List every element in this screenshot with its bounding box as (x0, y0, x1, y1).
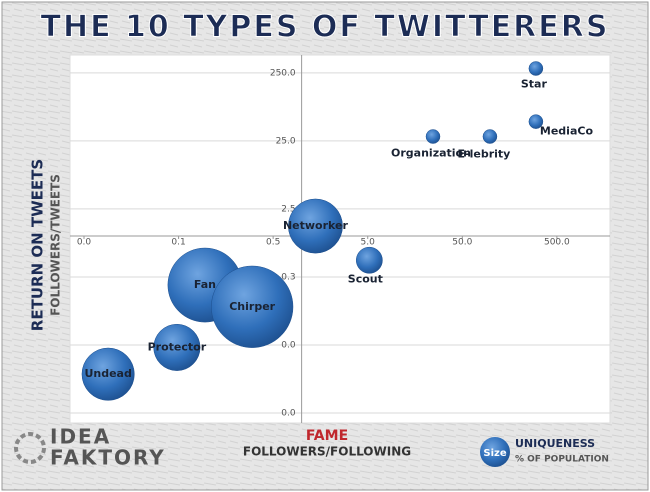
x-tick-label: 5.0 (361, 238, 376, 248)
bubble (355, 246, 383, 274)
bubble (153, 323, 201, 371)
bubble (528, 61, 544, 76)
x-axis-title: FAME (306, 428, 348, 444)
bubble (288, 198, 343, 254)
bubble-label: Organization (391, 147, 471, 160)
bubble-label: E-lebrity (458, 148, 511, 161)
legend-symbol (480, 437, 510, 467)
logo-text: IDEA (50, 425, 111, 449)
bubble (528, 114, 544, 129)
legend-subtitle: % OF POPULATION (515, 455, 609, 465)
x-tick-label: 50.0 (452, 238, 472, 248)
x-tick-label: 0.1 (171, 238, 185, 248)
plot-area (69, 54, 611, 424)
bubble-label: Chirper (229, 300, 275, 313)
logo-gear (14, 432, 46, 464)
bubble-label: MediaCo (540, 125, 594, 138)
legend-title: UNIQUENESS (515, 437, 595, 450)
y-tick-label: 0.3 (281, 272, 295, 282)
x-axis-subtitle: FOLLOWERS/FOLLOWING (243, 445, 411, 459)
y-axis-title: RETURN ON TWEETS (29, 159, 47, 331)
bubble-label: Star (521, 78, 548, 91)
legend-symbol-label: Size (483, 448, 506, 459)
y-axis-subtitle: FOLLOWERS/TWEETS (49, 174, 63, 316)
y-tick-label: 250.0 (270, 68, 296, 78)
bubble-label: Fan (194, 278, 216, 291)
y-tick-label: 25.0 (276, 136, 296, 146)
bubble (482, 129, 498, 144)
x-tick-label: 0.5 (266, 238, 280, 248)
bubble-label: Scout (348, 272, 383, 285)
bubble-label: Networker (283, 219, 349, 232)
bubble (425, 129, 441, 144)
x-tick-label: 0.0 (77, 238, 92, 248)
y-tick-label: 2.5 (281, 204, 295, 214)
y-tick-label: 0.0 (281, 340, 296, 350)
bubble-label: Undead (84, 367, 131, 380)
bubble (211, 265, 294, 348)
logo-text: FAKTORY (50, 446, 166, 470)
chart-title: THE 10 TYPES OF TWITTERERS (41, 10, 610, 45)
bubble (81, 347, 135, 401)
x-tick-label: 500.0 (544, 238, 570, 248)
bubble-label: Protector (148, 340, 207, 353)
y-tick-label: 0.0 (281, 409, 296, 419)
